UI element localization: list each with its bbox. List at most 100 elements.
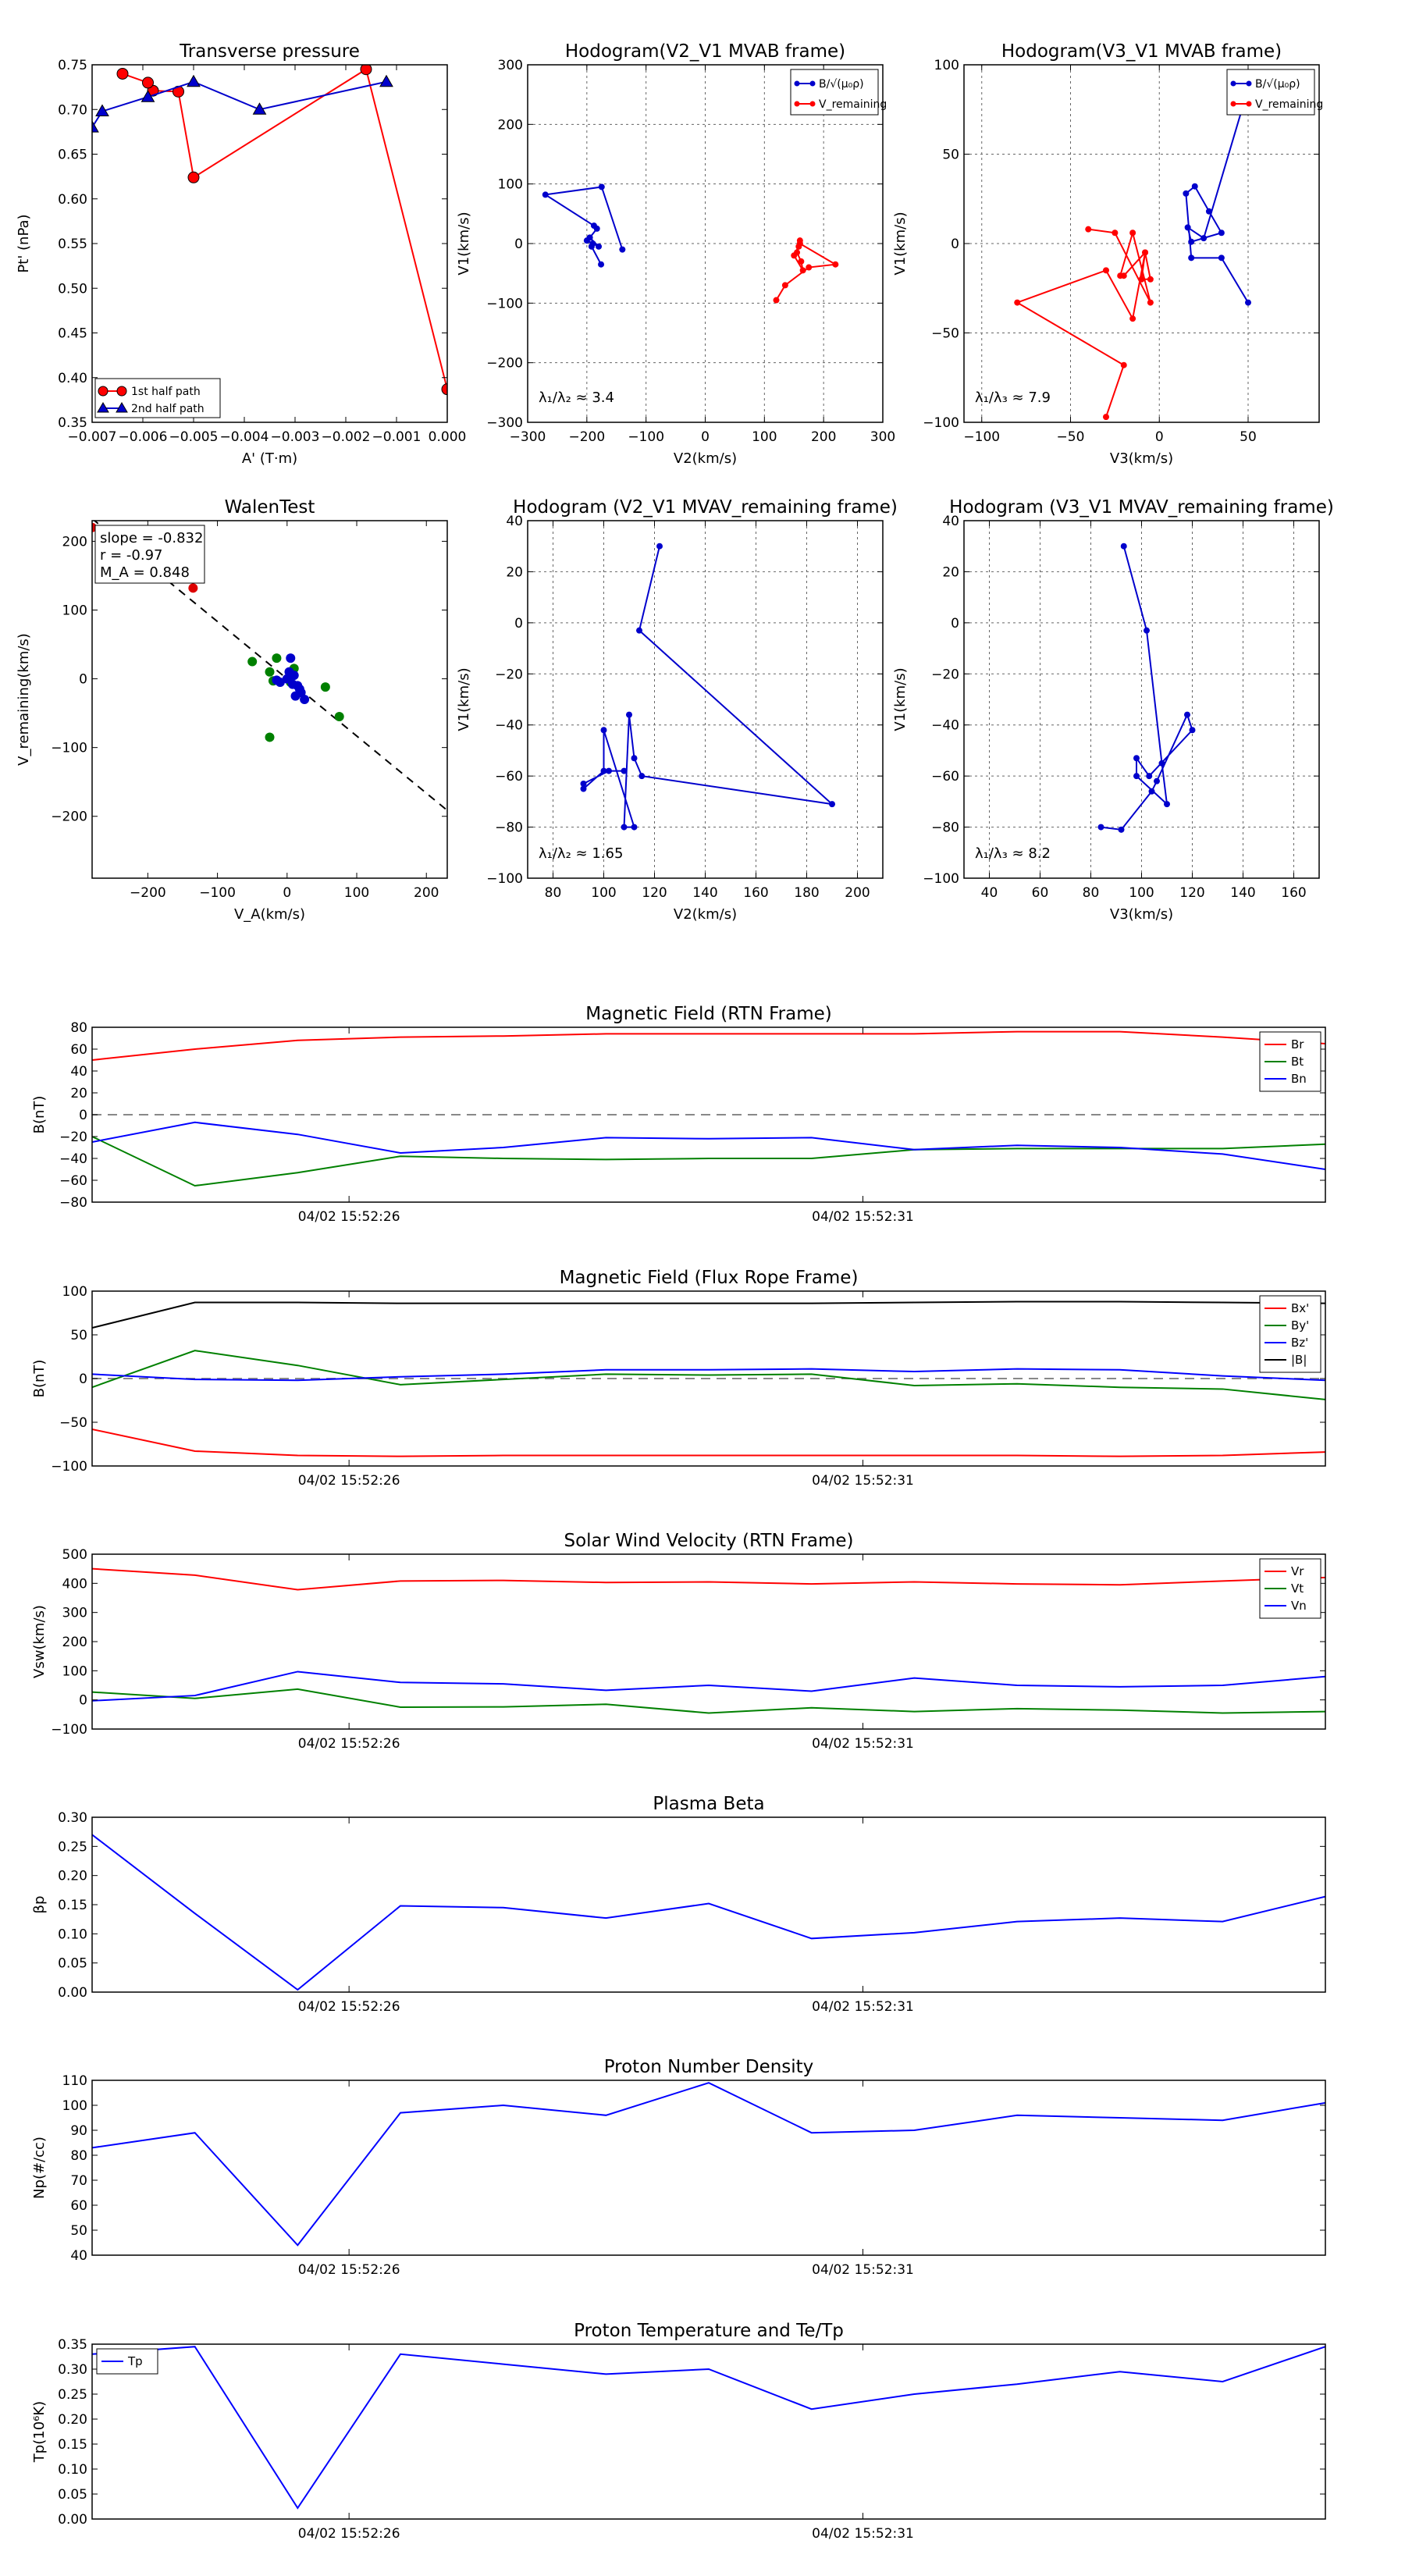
y-tick-label: −20	[931, 667, 959, 682]
legend-marker	[809, 80, 816, 87]
legend-box	[1259, 1295, 1321, 1373]
y-axis-label: V_remaining(km/s)	[16, 633, 32, 766]
data-point	[95, 104, 109, 117]
x-tick-label: 0	[1155, 429, 1164, 445]
legend: Bx' By' Bz' |B|	[1259, 1295, 1321, 1373]
y-tick-label: 60	[70, 1042, 87, 1058]
y-tick-label: 500	[62, 1547, 87, 1563]
data-point	[1118, 826, 1125, 833]
data-point	[596, 243, 602, 250]
y-tick-label: 0.70	[58, 102, 87, 118]
data-point	[1148, 788, 1155, 795]
x-axis-label: V3(km/s)	[1110, 906, 1173, 923]
y-tick-label: −100	[51, 1722, 87, 1738]
legend-marker	[1246, 101, 1252, 107]
legend: B/√(μ₀ρ) V_remaining	[1226, 69, 1323, 116]
y-tick-label: 40	[506, 514, 523, 529]
y-tick-label: 0.15	[58, 2437, 87, 2453]
plot-area	[964, 521, 1319, 878]
x-tick-label: 80	[545, 885, 562, 901]
data-point	[600, 767, 607, 774]
data-point	[92, 120, 99, 133]
time-tick-label: 04/02 15:52:31	[812, 2526, 914, 2542]
chart-title: Proton Temperature and Te/Tp	[574, 2321, 844, 2341]
y-tick-label: 40	[70, 2248, 87, 2264]
legend-box	[1226, 69, 1315, 116]
y-axis-label: V1(km/s)	[892, 667, 909, 731]
chart-title: Hodogram (V2_V1 MVAV_remaining frame)	[513, 497, 898, 518]
x-tick-label: 0	[701, 429, 710, 445]
y-tick-label: −40	[59, 1151, 87, 1167]
time-tick-label: 04/02 15:52:26	[298, 1999, 400, 2015]
time-tick-label: 04/02 15:52:26	[298, 1209, 400, 1225]
data-point	[142, 76, 154, 89]
legend-marker	[116, 402, 128, 413]
x-tick-label: 180	[794, 885, 819, 901]
hodogram-path	[582, 546, 835, 828]
y-tick-label: 0.10	[58, 1927, 87, 1942]
x-tick-label: 50	[1240, 429, 1257, 445]
y-tick-label: 0.05	[58, 2487, 87, 2503]
data-point	[1138, 276, 1145, 283]
plot-area	[92, 65, 447, 396]
data-point	[1146, 773, 1153, 780]
x-axis-label: V2(km/s)	[674, 450, 737, 467]
y-tick-label: 0	[79, 1108, 87, 1123]
y-tick-label: 110	[62, 2073, 87, 2089]
plot-area	[92, 1567, 1325, 1714]
legend: Br Bt Bn	[1259, 1031, 1321, 1092]
y-tick-label: 0.35	[58, 415, 87, 431]
series-line-Vr	[92, 1567, 1325, 1591]
data-point	[1184, 711, 1190, 718]
y-tick-label: −60	[59, 1173, 87, 1189]
data-point	[1112, 229, 1119, 237]
y-tick-label: 0	[79, 1693, 87, 1709]
legend-label: Bn	[1291, 1072, 1307, 1086]
x-tick-label: 60	[1032, 885, 1049, 901]
x-tick-label: 0	[283, 885, 291, 901]
walen-point	[294, 684, 304, 694]
legend-marker	[1230, 80, 1236, 87]
legend-label: V_remaining	[1255, 98, 1323, 111]
legend-label: V_remaining	[819, 98, 887, 111]
plot-area	[92, 2346, 1325, 2510]
chart-title: Plasma Beta	[653, 1794, 764, 1814]
data-point	[1191, 183, 1198, 190]
x-tick-label: −100	[963, 429, 1000, 445]
eigenvalue-ratio-annotation: λ₁/λ₃ ≈ 8.2	[975, 845, 1051, 862]
time-tick-label: 04/02 15:52:31	[812, 1736, 914, 1752]
plot-frame	[91, 520, 448, 879]
y-tick-label: 40	[70, 1064, 87, 1080]
x-tick-label: −100	[199, 885, 236, 901]
walen-point	[247, 656, 258, 667]
chart-title: Hodogram (V3_V1 MVAV_remaining frame)	[949, 497, 1334, 518]
time-tick-label: 04/02 15:52:26	[298, 2526, 400, 2542]
data-point	[636, 627, 642, 634]
data-point	[600, 727, 607, 734]
data-point	[583, 237, 590, 244]
time-tick-label: 04/02 15:52:26	[298, 1736, 400, 1752]
y-tick-label: 0.65	[58, 148, 87, 163]
legend-label: Bx'	[1291, 1301, 1309, 1315]
y-tick-label: −100	[923, 415, 959, 431]
legend-label: Br	[1291, 1037, 1304, 1051]
annotation-box	[94, 525, 205, 584]
data-point	[1133, 755, 1140, 762]
chart-title: WalenTest	[225, 497, 315, 518]
y-tick-label: −20	[59, 1130, 87, 1145]
series-line-Np	[92, 2082, 1325, 2247]
y-tick-label: −300	[486, 415, 523, 431]
y-axis-label: Tp(10⁶K)	[31, 2401, 48, 2463]
data-point	[187, 74, 201, 87]
x-tick-label: 200	[845, 885, 870, 901]
plot-area	[92, 2082, 1325, 2247]
data-point	[252, 102, 267, 115]
data-point	[1188, 254, 1195, 262]
y-tick-label: 60	[70, 2198, 87, 2214]
series-line-βp	[92, 1834, 1325, 1991]
data-point	[593, 225, 600, 232]
data-point	[580, 785, 587, 792]
y-tick-label: 0.20	[58, 2412, 87, 2428]
eigenvalue-ratio-annotation: λ₁/λ₂ ≈ 3.4	[539, 390, 614, 406]
y-tick-label: 200	[62, 534, 87, 550]
